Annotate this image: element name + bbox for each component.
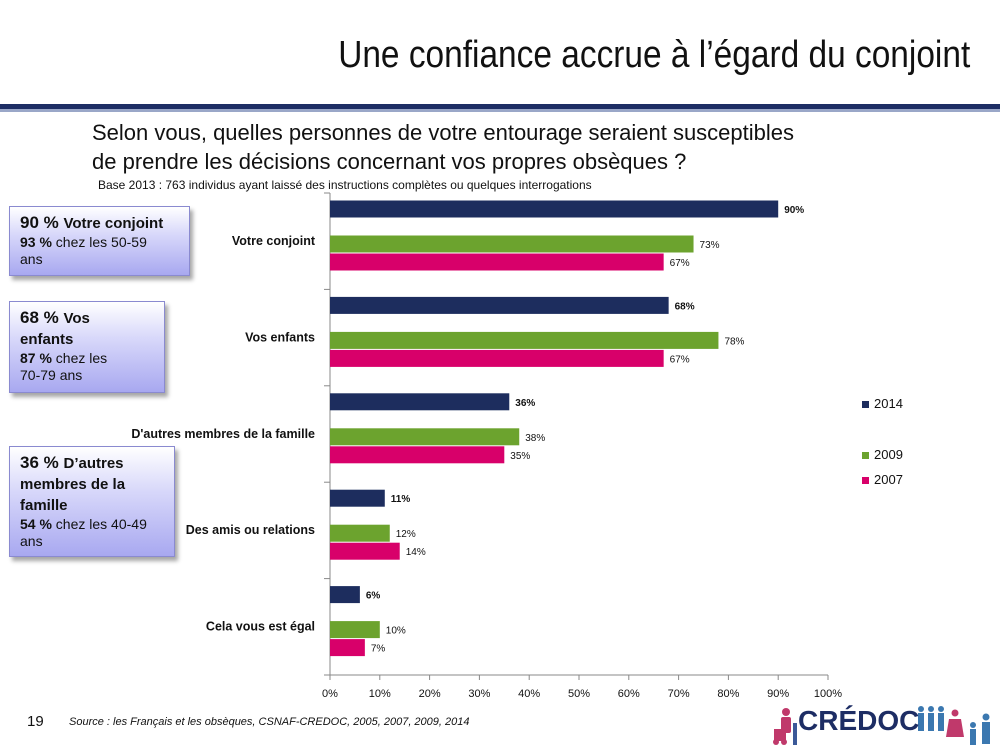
callout-famille-sub-text: chez les 40-49 bbox=[51, 516, 147, 532]
category-label: Vos enfants bbox=[245, 330, 315, 344]
callout-famille-label-2: membres de la bbox=[20, 476, 126, 493]
base-note: Base 2013 : 763 individus ayant laissé d… bbox=[98, 178, 592, 192]
x-tick-label: 0% bbox=[322, 688, 338, 700]
data-label: 38% bbox=[525, 433, 545, 444]
x-tick-label: 20% bbox=[419, 688, 441, 700]
data-label: 78% bbox=[724, 336, 744, 347]
legend-label: 2007 bbox=[874, 472, 903, 487]
data-label: 90% bbox=[784, 205, 804, 216]
data-label: 68% bbox=[675, 301, 695, 312]
callout-famille-label: D’autres bbox=[63, 455, 124, 472]
callout-conjoint-sub-text: chez les 50-59 bbox=[51, 234, 147, 250]
bar-2007 bbox=[330, 639, 365, 657]
credoc-logo: CRÉDOC bbox=[768, 703, 998, 747]
question-line-2: de prendre les décisions concernant vos … bbox=[92, 149, 687, 174]
x-tick-label: 80% bbox=[717, 688, 739, 700]
callout-conjoint-sub-pct: 93 % bbox=[20, 234, 52, 250]
callout-famille-sub-text-2: ans bbox=[20, 533, 43, 549]
callout-enfants-sub-text-2: 70-79 ans bbox=[20, 367, 83, 383]
callout-enfants: 68 % Vos enfants 87 % chez les 70-79 ans bbox=[9, 301, 165, 393]
data-label: 73% bbox=[700, 240, 720, 251]
category-label: Des amis ou relations bbox=[186, 523, 315, 537]
legend-swatch-2007 bbox=[862, 477, 869, 484]
category-label: Cela vous est égal bbox=[206, 620, 315, 634]
x-tick-label: 30% bbox=[468, 688, 490, 700]
page-title: Une confiance accrue à l’égard du conjoi… bbox=[337, 34, 970, 76]
data-label: 67% bbox=[670, 258, 690, 269]
callout-conjoint-pct: 90 % bbox=[20, 213, 59, 232]
page-number: 19 bbox=[27, 713, 44, 730]
data-label: 11% bbox=[391, 494, 411, 505]
bar-2014 bbox=[330, 393, 510, 411]
data-label: 35% bbox=[510, 451, 530, 462]
bar-2009 bbox=[330, 235, 694, 253]
callout-enfants-label: Vos bbox=[63, 310, 90, 327]
callout-conjoint-sub-text-2: ans bbox=[20, 251, 43, 267]
bar-2007 bbox=[330, 253, 664, 271]
legend-swatch-2014 bbox=[862, 401, 869, 408]
callout-enfants-sub-pct: 87 % bbox=[20, 350, 52, 366]
callout-conjoint-label: Votre conjoint bbox=[63, 215, 164, 232]
bar-2014 bbox=[330, 489, 385, 507]
callout-famille: 36 % D’autres membres de la famille 54 %… bbox=[9, 446, 175, 557]
bar-2014 bbox=[330, 296, 669, 314]
legend-label: 2009 bbox=[874, 447, 903, 462]
question-line-1: Selon vous, quelles personnes de votre e… bbox=[92, 120, 795, 145]
title-rule-accent bbox=[0, 109, 1000, 112]
bar-2007 bbox=[330, 349, 664, 367]
x-tick-label: 10% bbox=[369, 688, 391, 700]
callout-enfants-sub-text: chez les bbox=[51, 350, 108, 366]
bar-2009 bbox=[330, 428, 520, 446]
bar-2007 bbox=[330, 542, 400, 560]
callout-conjoint: 90 % Votre conjoint 93 % chez les 50-59 … bbox=[9, 206, 190, 276]
data-label: 10% bbox=[386, 626, 406, 637]
data-label: 7% bbox=[371, 644, 386, 655]
bar-2009 bbox=[330, 621, 380, 639]
legend-swatch-2009 bbox=[862, 452, 869, 459]
title-rule bbox=[0, 104, 1000, 109]
survey-question: Selon vous, quelles personnes de votre e… bbox=[92, 118, 972, 176]
callout-famille-label-3: famille bbox=[20, 497, 68, 514]
data-label: 6% bbox=[366, 591, 381, 602]
x-tick-label: 50% bbox=[568, 688, 590, 700]
logo-text: CRÉDOC bbox=[798, 705, 920, 736]
bar-2009 bbox=[330, 524, 390, 542]
callout-famille-pct: 36 % bbox=[20, 453, 59, 472]
category-label: Votre conjoint bbox=[232, 234, 316, 248]
data-label: 14% bbox=[406, 547, 426, 558]
x-tick-label: 70% bbox=[668, 688, 690, 700]
callout-enfants-pct: 68 % bbox=[20, 308, 59, 327]
logo-figures-icon bbox=[773, 706, 990, 745]
data-label: 12% bbox=[396, 529, 416, 540]
bar-2014 bbox=[330, 586, 360, 604]
callout-enfants-label-2: enfants bbox=[20, 331, 74, 348]
source-note: Source : les Français et les obsèques, C… bbox=[69, 716, 470, 728]
bar-2007 bbox=[330, 446, 505, 464]
x-tick-label: 40% bbox=[518, 688, 540, 700]
x-tick-label: 90% bbox=[767, 688, 789, 700]
data-label: 36% bbox=[515, 398, 535, 409]
x-tick-label: 100% bbox=[814, 688, 842, 700]
callout-famille-sub-pct: 54 % bbox=[20, 516, 52, 532]
data-label: 67% bbox=[670, 354, 690, 365]
bar-2009 bbox=[330, 331, 719, 349]
category-label: D'autres membres de la famille bbox=[131, 427, 315, 441]
x-tick-label: 60% bbox=[618, 688, 640, 700]
bar-2014 bbox=[330, 200, 779, 218]
legend-label: 2014 bbox=[874, 396, 903, 411]
